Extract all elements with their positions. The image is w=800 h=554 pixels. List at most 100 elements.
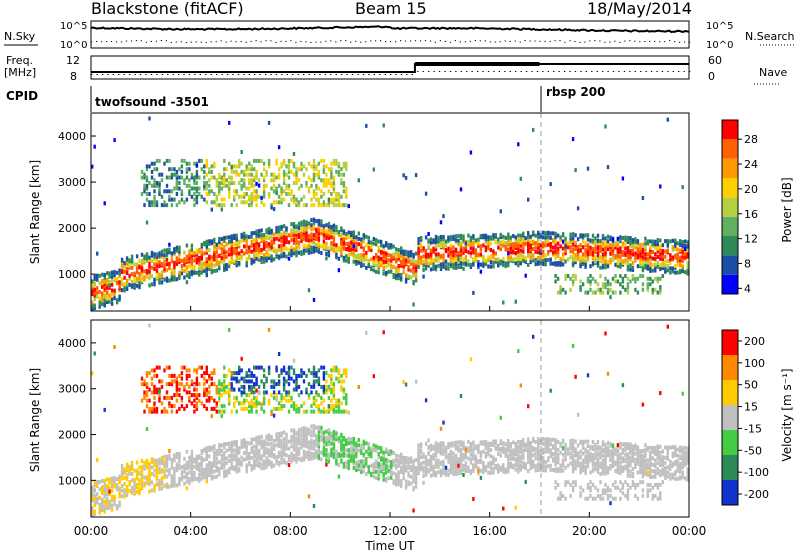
data-cell: [417, 240, 420, 245]
data-cell: [165, 248, 169, 253]
data-cell: [325, 429, 328, 434]
data-cell: [205, 186, 208, 191]
data-cell: [253, 444, 256, 449]
data-cell: [559, 262, 562, 267]
data-cell: [439, 254, 443, 259]
data-cell: [664, 263, 667, 268]
data-cell: [110, 488, 114, 493]
data-cell: [355, 454, 358, 459]
nsearch-dot: [165, 40, 167, 42]
data-cell: [272, 232, 276, 237]
data-cell: [198, 466, 201, 471]
data-cell: [571, 253, 575, 258]
data-cell: [651, 290, 654, 295]
data-cell: [502, 243, 505, 248]
data-cell: [215, 474, 218, 479]
data-cell: [190, 464, 194, 469]
data-cell: [596, 251, 600, 256]
data-cell: [267, 433, 271, 438]
data-cell: [123, 481, 126, 486]
data-cell: [195, 382, 199, 387]
data-cell: [260, 233, 263, 238]
data-cell: [392, 479, 395, 484]
data-cell: [228, 454, 231, 458]
data-cell: [245, 406, 248, 411]
date-label: 18/May/2014: [587, 0, 692, 18]
data-cell: [262, 390, 266, 395]
data-cell: [367, 240, 370, 245]
data-cell: [442, 264, 445, 269]
data-cell: [332, 393, 336, 398]
data-cell: [524, 273, 527, 278]
data-cell: [223, 384, 226, 389]
data-cell: [282, 253, 286, 258]
data-cell: [429, 465, 433, 469]
data-cell: [113, 494, 116, 499]
nave-dot: [493, 71, 495, 72]
data-cell: [325, 462, 328, 467]
data-cell: [661, 257, 664, 262]
data-cell: [223, 453, 226, 458]
data-cell: [245, 371, 248, 376]
data-cell: [589, 279, 592, 284]
data-cell: [295, 379, 298, 384]
data-cell: [173, 269, 176, 274]
data-cell: [659, 287, 662, 292]
data-cell: [584, 258, 587, 263]
nave-dot: [216, 74, 218, 75]
data-cell: [175, 245, 179, 250]
data-cell: [459, 251, 463, 255]
data-cell: [190, 172, 194, 177]
data-cell: [235, 233, 238, 238]
data-cell: [160, 476, 164, 481]
data-cell: [153, 181, 156, 185]
data-cell: [517, 142, 520, 147]
data-cell: [342, 255, 346, 260]
data-cell: [502, 239, 505, 244]
data-cell: [185, 473, 189, 478]
data-cell: [322, 234, 326, 239]
data-cell: [178, 456, 181, 461]
data-cell: [101, 297, 104, 302]
nave-dot: [672, 71, 674, 72]
data-cell: [596, 261, 600, 265]
data-cell: [619, 248, 622, 253]
data-cell: [257, 461, 261, 465]
data-cell: [208, 468, 211, 473]
data-cell: [337, 371, 341, 376]
data-cell: [250, 406, 253, 411]
data-cell: [439, 220, 443, 225]
data-cell: [437, 243, 440, 248]
data-cell: [210, 467, 213, 472]
data-cell: [203, 390, 206, 395]
data-cell: [190, 393, 194, 398]
data-cell: [636, 249, 640, 254]
data-cell: [295, 430, 298, 435]
nave-dot: [254, 74, 256, 75]
data-cell: [265, 234, 268, 239]
data-cell: [235, 371, 238, 376]
data-cell: [188, 249, 191, 254]
data-cell: [250, 183, 253, 188]
data-cell: [215, 242, 218, 247]
data-cell: [611, 276, 615, 281]
data-cell: [155, 257, 159, 261]
data-cell: [125, 278, 129, 283]
data-cell: [210, 371, 213, 376]
data-cell: [377, 239, 380, 244]
data-cell: [103, 279, 106, 284]
data-cell: [315, 227, 318, 232]
nsearch-dot: [265, 40, 267, 42]
data-cell: [507, 247, 510, 252]
data-cell: [320, 365, 323, 370]
nsearch-dot: [300, 40, 302, 42]
data-cell: [325, 256, 328, 261]
data-cell: [208, 192, 211, 196]
data-cell: [250, 441, 253, 446]
data-cell: [561, 262, 565, 267]
data-cell: [375, 448, 378, 453]
data-cell: [330, 387, 333, 392]
data-cell: [240, 406, 243, 411]
data-cell: [312, 368, 316, 373]
data-cell: [240, 169, 243, 174]
